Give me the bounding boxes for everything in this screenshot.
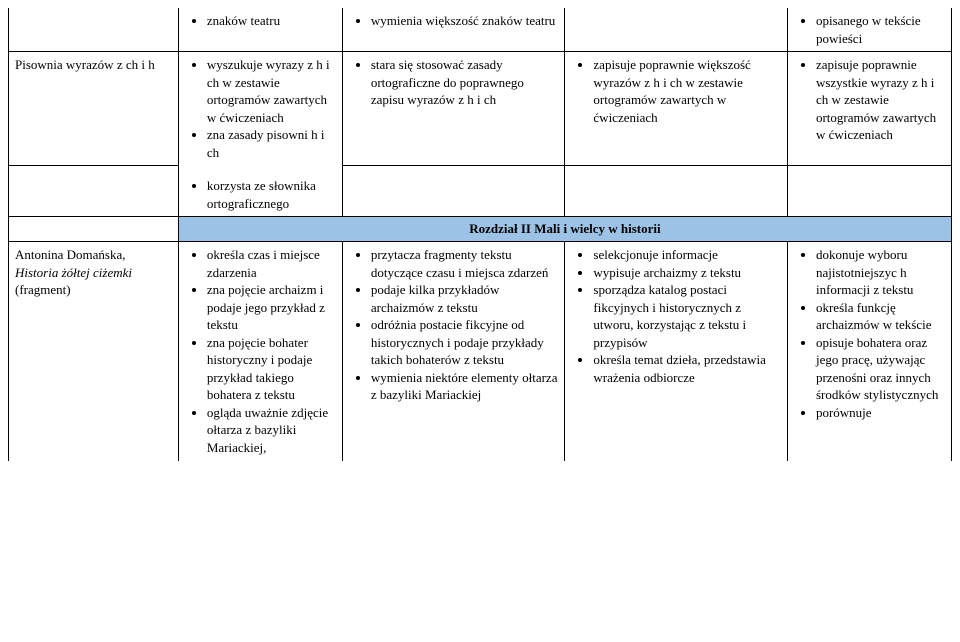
cell-r1-c5: opisanego w tekście powieści (787, 8, 951, 52)
bullet-item: wypisuje archaizmy z tekstu (593, 264, 781, 282)
row-heading: Pisownia wyrazów z ch i h (15, 57, 155, 72)
cell-r4-c3: przytacza fragmenty tekstu dotyczące cza… (342, 242, 565, 461)
bullet-item: określa temat dzieła, przedstawia wrażen… (593, 351, 781, 386)
bullet-item: odróżnia postacie fikcyjne od historyczn… (371, 316, 559, 369)
section-header-row: Rozdział II Mali i wielcy w historii (9, 217, 952, 242)
cell-r2-c2: wyszukuje wyrazy z h i ch w zestawie ort… (178, 52, 342, 166)
bullet-item: zapisuje poprawnie większość wyrazów z h… (593, 56, 781, 126)
bullet-item: opisanego w tekście powieści (816, 12, 945, 47)
bullet-item: selekcjonuje informacje (593, 246, 781, 264)
table-row: korzysta ze słownika ortograficznego (9, 165, 952, 217)
author-name: Antonina Domańska, (15, 247, 125, 262)
bullet-item: zna pojęcie bohater historyczny i podaje… (207, 334, 336, 404)
bullet-item: korzysta ze słownika ortograficznego (207, 177, 336, 212)
cell-r4-c2: określa czas i miejsce zdarzenia zna poj… (178, 242, 342, 461)
cell-r3-c5 (787, 165, 951, 217)
cell-r3-c3 (342, 165, 565, 217)
bullet-item: wymienia niektóre elementy ołtarza z baz… (371, 369, 559, 404)
table-row: Antonina Domańska, Historia żółtej ciżem… (9, 242, 952, 461)
cell-r1-c1 (9, 8, 179, 52)
cell-r2-c1: Pisownia wyrazów z ch i h (9, 52, 179, 166)
table-row: Pisownia wyrazów z ch i h wyszukuje wyra… (9, 52, 952, 166)
bullet-item: podaje kilka przykładów archaizmów z tek… (371, 281, 559, 316)
bullet-item: przytacza fragmenty tekstu dotyczące cza… (371, 246, 559, 281)
cell-r1-c4 (565, 8, 788, 52)
bullet-item: wymienia większość znaków teatru (371, 12, 559, 30)
cell-r1-c2: znaków teatru (178, 8, 342, 52)
bullet-item: określa czas i miejsce zdarzenia (207, 246, 336, 281)
cell-r3-c2: korzysta ze słownika ortograficznego (178, 165, 342, 217)
section-header: Rozdział II Mali i wielcy w historii (178, 217, 951, 242)
cell-r4-c4: selekcjonuje informacje wypisuje archaiz… (565, 242, 788, 461)
cell-r2-c4: zapisuje poprawnie większość wyrazów z h… (565, 52, 788, 166)
cell-r2-c3: stara się stosować zasady ortograficzne … (342, 52, 565, 166)
cell-r3-c4 (565, 165, 788, 217)
bullet-item: zna pojęcie archaizm i podaje jego przyk… (207, 281, 336, 334)
bullet-item: określa funkcję archaizmów w tekście (816, 299, 945, 334)
cell-r1-c3: wymienia większość znaków teatru (342, 8, 565, 52)
bullet-item: sporządza katalog postaci fikcyjnych i h… (593, 281, 781, 351)
cell-r2-c5: zapisuje poprawnie wszystkie wyrazy z h … (787, 52, 951, 166)
cell-r4-c5: dokonuje wyboru najistotniejszyc h infor… (787, 242, 951, 461)
bullet-item: wyszukuje wyrazy z h i ch w zestawie ort… (207, 56, 336, 126)
bullet-item: porównuje (816, 404, 945, 422)
work-title: Historia żółtej ciżemki (15, 265, 132, 280)
bullet-item: stara się stosować zasady ortograficzne … (371, 56, 559, 109)
bullet-item: zna zasady pisowni h i ch (207, 126, 336, 161)
bullet-item: ogląda uważnie zdjęcie ołtarza z bazylik… (207, 404, 336, 457)
cell-r4-c1: Antonina Domańska, Historia żółtej ciżem… (9, 242, 179, 461)
bullet-item: znaków teatru (207, 12, 336, 30)
bullet-item: opisuje bohatera oraz jego pracę, używaj… (816, 334, 945, 404)
cell-header-left (9, 217, 179, 242)
bullet-item: zapisuje poprawnie wszystkie wyrazy z h … (816, 56, 945, 144)
bullet-item: dokonuje wyboru najistotniejszyc h infor… (816, 246, 945, 299)
table-row: znaków teatru wymienia większość znaków … (9, 8, 952, 52)
document-table: znaków teatru wymienia większość znaków … (8, 8, 952, 461)
fragment-label: (fragment) (15, 282, 71, 297)
cell-r3-c1 (9, 165, 179, 217)
